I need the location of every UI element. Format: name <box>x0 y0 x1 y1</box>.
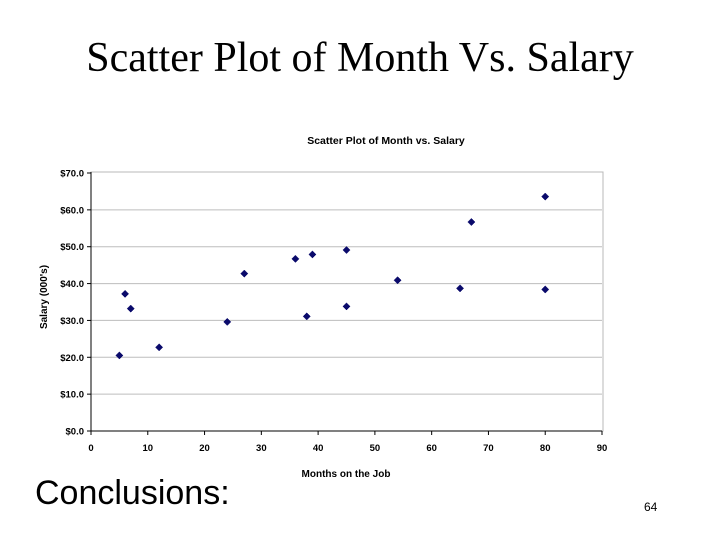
x-tick-label: 20 <box>199 443 210 454</box>
x-tick-label: 0 <box>88 443 93 454</box>
slide-title: Scatter Plot of Month Vs. Salary <box>86 35 634 81</box>
y-tick-label: $30.0 <box>60 316 84 327</box>
x-tick-label: 60 <box>426 443 437 454</box>
y-tick-label: $0.0 <box>66 427 85 438</box>
scatter-point <box>342 246 351 254</box>
scatter-point <box>223 317 232 326</box>
x-tick-label: 30 <box>256 443 267 454</box>
y-tick-label: $20.0 <box>60 353 84 364</box>
y-tick-label: $60.0 <box>60 205 84 216</box>
scatter-point <box>541 285 550 294</box>
x-axis-label: Months on the Job <box>302 469 391 480</box>
scatter-point <box>541 192 550 201</box>
x-tick-label: 40 <box>313 443 324 454</box>
scatter-point <box>240 269 249 278</box>
scatter-point <box>126 304 135 313</box>
x-tick-label: 50 <box>370 443 381 454</box>
x-tick-label: 80 <box>540 443 551 454</box>
scatter-point <box>291 254 300 263</box>
y-tick-label: $40.0 <box>60 279 84 290</box>
scatter-point <box>121 289 130 298</box>
x-tick-label: 70 <box>483 443 494 454</box>
scatter-point <box>393 276 402 285</box>
y-axis-label: Salary (000's) <box>39 265 50 329</box>
plot-area-frame <box>90 171 604 432</box>
scatter-point <box>302 312 311 321</box>
y-tick-label: $10.0 <box>60 390 84 401</box>
scatter-point <box>456 284 465 293</box>
x-tick-label: 10 <box>142 443 153 454</box>
y-tick-label: $70.0 <box>60 169 84 180</box>
scatter-point <box>467 218 476 226</box>
scatter-point <box>342 302 351 311</box>
scatter-point <box>155 343 164 352</box>
x-tick-label: 90 <box>597 443 608 454</box>
conclusions-label: Conclusions: <box>35 474 230 512</box>
page-number: 64 <box>644 500 658 514</box>
scatter-point <box>115 351 124 360</box>
y-tick-label: $50.0 <box>60 242 84 253</box>
chart-title: Scatter Plot of Month vs. Salary <box>307 135 465 147</box>
scatter-point <box>308 250 317 259</box>
